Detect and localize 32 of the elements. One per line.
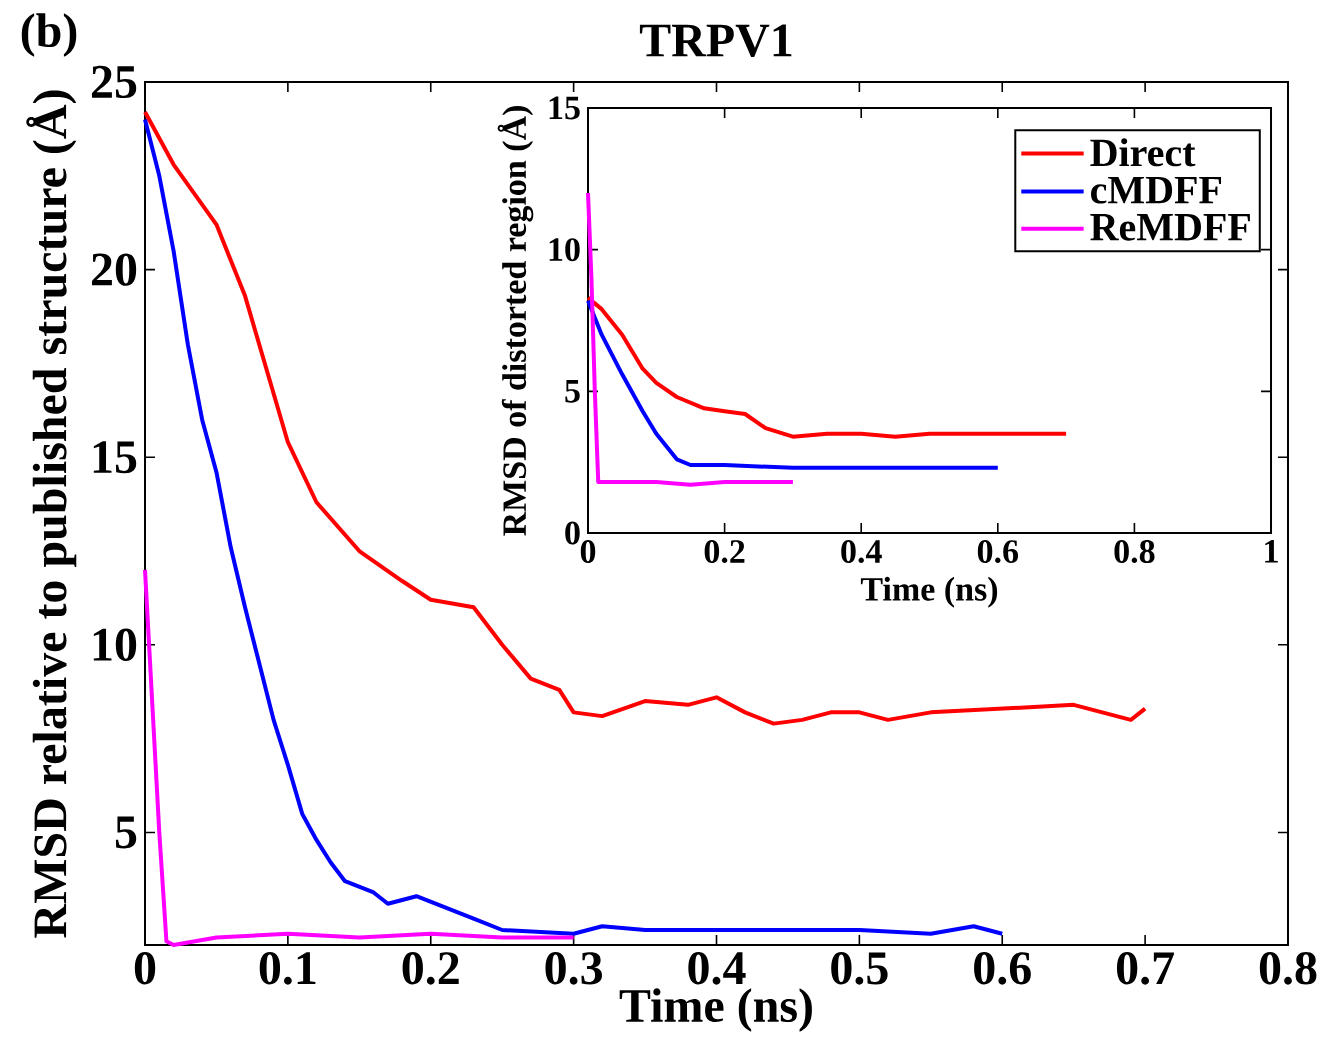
x-tick-label: 0.8 — [1259, 952, 1317, 985]
y-tick-label: 20 — [91, 253, 137, 286]
text: (b) — [21, 13, 77, 57]
x-tick-label: 0.6 — [974, 952, 1031, 985]
y-tick-label: 10 — [93, 628, 137, 662]
x-tick-label: 0.5 — [831, 952, 888, 985]
x-tick-label: 0.6 — [977, 540, 1019, 564]
x-tick-label: 0.1 — [259, 952, 316, 985]
legend-label: cMDFF — [1091, 176, 1222, 204]
x-axis-title: Time (ns) — [860, 576, 998, 608]
x-tick-label: 0.2 — [402, 952, 459, 985]
x-tick-label: 0.4 — [841, 540, 882, 564]
x-axis-title: Time (ns) — [619, 988, 812, 1032]
y-tick-label: 5 — [565, 380, 580, 403]
x-tick-label: 0 — [580, 540, 596, 563]
y-tick-label: 5 — [115, 816, 137, 849]
y-axis-title: RMSD relative to published structure (Å) — [26, 90, 77, 938]
x-tick-label: 0.8 — [1114, 540, 1155, 564]
x-tick-label: 0.2 — [704, 540, 745, 564]
y-tick-label: 10 — [549, 238, 580, 262]
x-tick-label: 0.7 — [1116, 952, 1174, 985]
x-tick-label: 1 — [1265, 540, 1278, 563]
legend-label: ReMDFF — [1090, 214, 1250, 241]
y-tick-label: 0 — [565, 521, 580, 545]
y-axis-title: RMSD of distorted region (Å) — [497, 106, 534, 536]
x-tick-label: 0.3 — [545, 952, 602, 985]
x-tick-label: 0.4 — [688, 952, 746, 985]
y-tick-label: 15 — [93, 441, 137, 474]
y-tick-label: 15 — [549, 96, 580, 120]
legend-label: Direct — [1090, 138, 1196, 167]
y-tick-label: 25 — [91, 65, 137, 99]
chart-title: TRPV1 — [639, 24, 792, 57]
